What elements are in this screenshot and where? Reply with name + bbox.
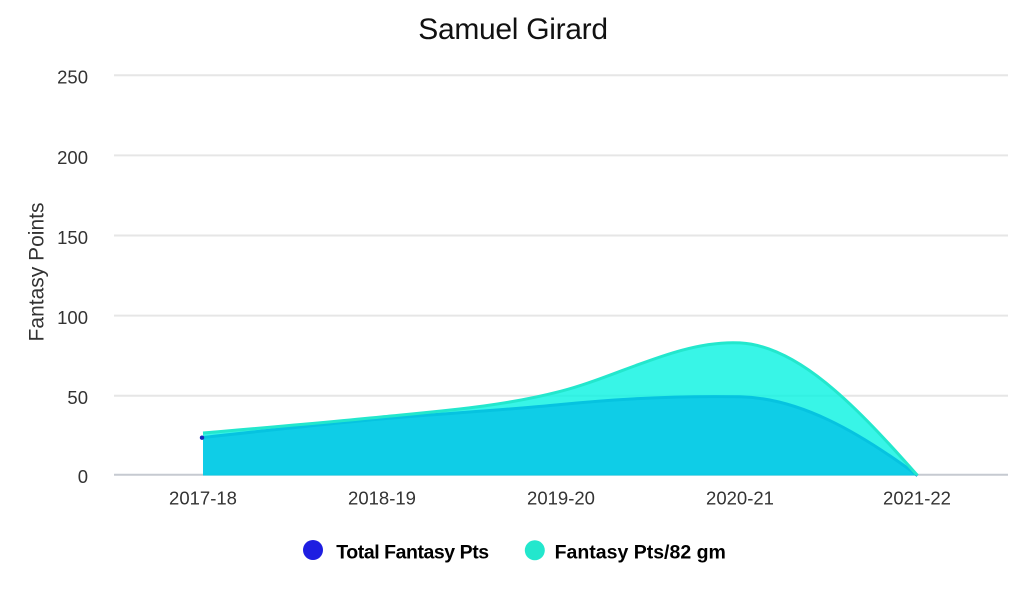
svg-text:250: 250 — [57, 67, 88, 88]
svg-text:50: 50 — [67, 387, 88, 408]
svg-text:200: 200 — [57, 147, 88, 168]
svg-text:150: 150 — [57, 227, 88, 248]
svg-text:2018-19: 2018-19 — [348, 488, 416, 509]
svg-text:Total Fantasy Pts: Total Fantasy Pts — [336, 541, 489, 563]
svg-text:2019-20: 2019-20 — [527, 488, 595, 509]
svg-text:0: 0 — [78, 466, 88, 487]
svg-text:2017-18: 2017-18 — [169, 488, 237, 509]
svg-text:100: 100 — [57, 307, 88, 328]
svg-text:Fantasy Points: Fantasy Points — [25, 203, 48, 342]
svg-text:2021-22: 2021-22 — [883, 488, 951, 509]
svg-text:Samuel Girard: Samuel Girard — [418, 13, 608, 46]
svg-text:2020-21: 2020-21 — [706, 488, 774, 509]
svg-text:Fantasy Pts/82 gm: Fantasy Pts/82 gm — [555, 541, 726, 563]
